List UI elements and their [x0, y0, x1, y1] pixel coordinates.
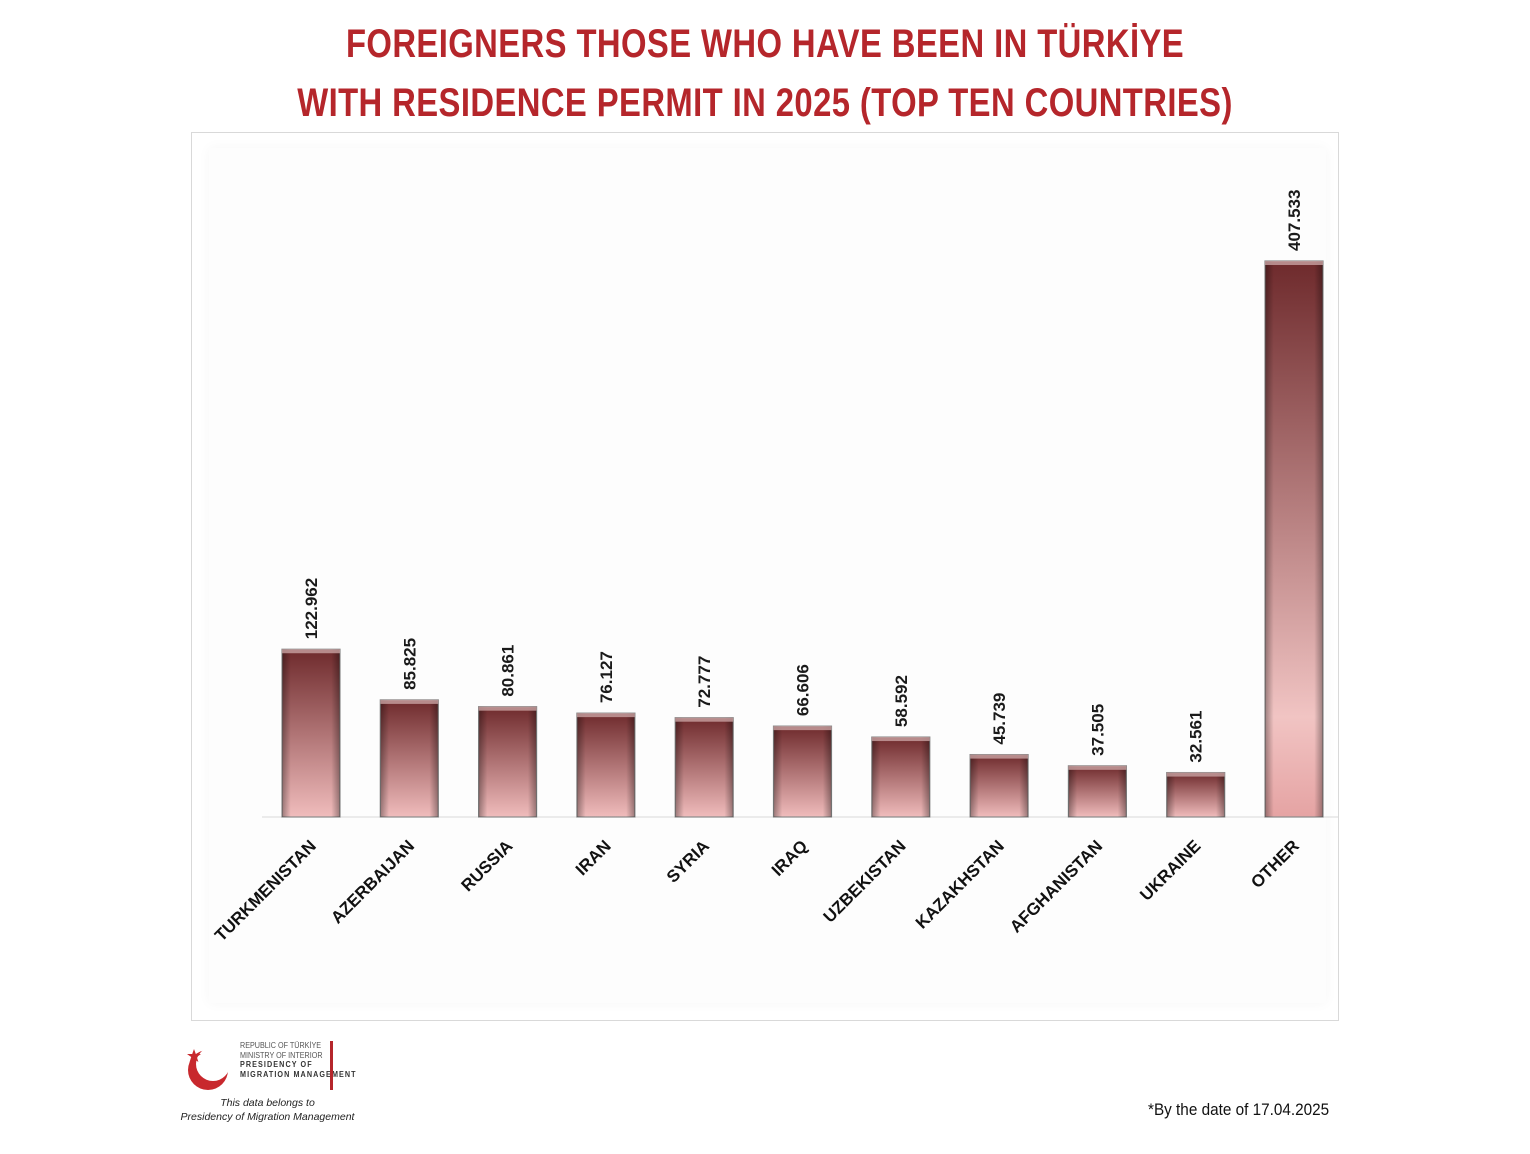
bar-bevel [871, 737, 930, 817]
bar-group: 407.533 OTHER [1247, 190, 1324, 892]
bar-bevel [576, 713, 635, 817]
bar-top-highlight [1265, 261, 1323, 265]
bar-group: 66.606 IRAQ [768, 664, 833, 880]
category-tick-label: AFGHANISTAN [1006, 836, 1106, 936]
bar-value-label: 122.962 [302, 578, 321, 639]
bar-group: 72.777 SYRIA [663, 656, 734, 887]
bar-group: 85.825 AZERBAIJAN [327, 638, 439, 927]
source-note-line-1: This data belongs to [220, 1097, 315, 1109]
bar-group: 76.127 IRAN [572, 651, 636, 879]
logo-divider [330, 1041, 333, 1090]
logo-line-4: MIGRATION MANAGEMENT [240, 1069, 357, 1079]
bar-group: 122.962 TURKMENISTAN [211, 578, 341, 945]
bar-value-label: 80.861 [499, 645, 518, 697]
bar-value-label: 85.825 [400, 638, 419, 690]
category-tick-label: IRAQ [768, 836, 811, 879]
bar-group: 37.505 AFGHANISTAN [1006, 704, 1128, 936]
bar-top-highlight [773, 726, 832, 731]
bar-bevel [1265, 261, 1323, 817]
bar-top-highlight [1166, 772, 1225, 777]
bar-bevel [1166, 772, 1225, 817]
ministry-logo-text: REPUBLIC OF TÜRKİYE MINISTRY OF INTERIOR… [240, 1041, 357, 1079]
source-note-line-2: Presidency of Migration Management [180, 1111, 355, 1123]
bar-value-label: 76.127 [597, 651, 616, 703]
bar-bevel [282, 649, 340, 817]
bar-group: 80.861 RUSSIA [458, 645, 538, 895]
chart-title-line-1: FOREIGNERS THOSE WHO HAVE BEEN IN TÜRKİY… [345, 22, 1185, 66]
source-note: This data belongs to Presidency of Migra… [170, 1096, 365, 1124]
bar-top-highlight [478, 706, 537, 711]
category-tick-label: UKRAINE [1136, 836, 1204, 904]
bar-value-label: 72.777 [695, 656, 714, 708]
bar-value-label: 407.533 [1285, 190, 1304, 251]
bar-group: 32.561 UKRAINE [1136, 711, 1226, 905]
category-tick-label: UZBEKISTAN [820, 836, 910, 926]
logo-line-3: PRESIDENCY OF [240, 1060, 313, 1069]
bar-top-highlight [675, 717, 734, 722]
category-tick-label: KAZAKHSTAN [912, 836, 1008, 932]
category-tick-label: TURKMENISTAN [211, 836, 320, 945]
chart-plot-area [209, 148, 1326, 1003]
bar-value-label: 45.739 [990, 693, 1009, 745]
chart-title-line-2: WITH RESIDENCE PERMIT IN 2025 (TOP TEN C… [297, 81, 1233, 125]
bar-value-label: 32.561 [1187, 711, 1206, 763]
category-tick-label: SYRIA [663, 836, 713, 886]
category-tick-label: AZERBAIJAN [327, 836, 418, 927]
bar-bevel [970, 754, 1029, 817]
bar-bevel [1068, 765, 1127, 817]
bar-value-label: 37.505 [1088, 704, 1107, 756]
bar-bevel [773, 726, 832, 817]
crescent-star-icon [187, 1047, 230, 1090]
category-tick-label: IRAN [572, 836, 615, 879]
bar-top-highlight [871, 737, 930, 742]
bar-bevel [380, 699, 439, 817]
logo-line-2: MINISTRY OF INTERIOR [240, 1050, 323, 1060]
bar-value-label: 66.606 [794, 664, 813, 716]
bar-bevel [675, 717, 734, 817]
bar-top-highlight [1068, 765, 1127, 770]
bar-top-highlight [576, 713, 635, 718]
date-footnote: *By the date of 17.04.2025 [1148, 1100, 1330, 1119]
bar-value-label: 58.592 [892, 675, 911, 727]
category-tick-label: OTHER [1247, 836, 1303, 892]
bar-top-highlight [380, 699, 439, 704]
bar-bevel [478, 706, 537, 817]
bar-group: 58.592 UZBEKISTAN [820, 675, 931, 926]
category-tick-label: RUSSIA [458, 836, 517, 895]
bar-top-highlight [970, 754, 1029, 759]
bar-top-highlight [282, 649, 340, 654]
logo-line-1: REPUBLIC OF TÜRKİYE [240, 1041, 322, 1050]
